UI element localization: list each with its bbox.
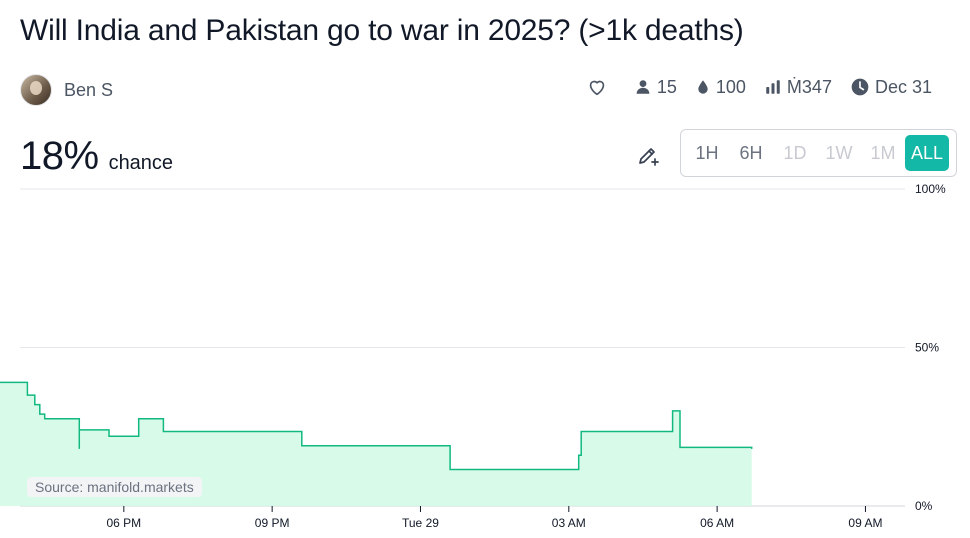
close-date: Dec 31 (874, 76, 932, 97)
y-tick-label-50: 50% (915, 341, 939, 355)
avatar[interactable] (20, 74, 52, 106)
range-button-all[interactable]: ALL (905, 135, 949, 171)
meta-row: Ben S 15 100 Ṁ347 (20, 74, 932, 110)
user-icon (636, 80, 650, 94)
volume-amount: Ṁ347 (786, 76, 832, 97)
edit-chart-button[interactable] (636, 143, 660, 167)
liquidity-amount: 100 (715, 76, 746, 97)
traders-count: 15 (656, 76, 677, 97)
range-button-6h[interactable]: 6H (739, 142, 763, 163)
volume-stat[interactable]: Ṁ347 (764, 77, 832, 98)
author-name[interactable]: Ben S (64, 79, 114, 100)
liquidity-stat[interactable]: 100 (695, 77, 746, 98)
x-tick-label-1: 09 PM (255, 516, 290, 530)
range-button-1m[interactable]: 1M (870, 142, 896, 163)
probability-display: 18% chance (20, 134, 173, 179)
close-date-stat[interactable]: Dec 31 (850, 77, 932, 98)
author[interactable]: Ben S (20, 74, 113, 106)
y-tick-label-0: 0% (915, 499, 933, 513)
x-tick-label-5: 09 AM (848, 516, 882, 530)
range-button-1d[interactable]: 1D (783, 142, 807, 163)
x-tick-label-0: 06 PM (106, 516, 141, 530)
like-button[interactable] (586, 76, 608, 98)
x-tick-label-2: Tue 29 (402, 516, 439, 530)
chart-svg: 100% 50% 0% 06 PM 09 PM Tue 29 03 AM 06 AM 09 AM (0, 182, 946, 530)
market-stats: 15 100 Ṁ347 Dec 31 (586, 76, 932, 98)
probability-label: chance (108, 152, 174, 174)
probability-area (0, 382, 752, 506)
range-button-1w[interactable]: 1W (825, 142, 853, 163)
probability-chart: 100% 50% 0% 06 PM 09 PM Tue 29 03 AM 06 AM 09 AM… (0, 180, 970, 538)
bar-chart-icon (766, 80, 780, 94)
page-title: Will India and Pakistan go to war in 202… (20, 14, 744, 47)
traders-stat[interactable]: 15 (634, 77, 677, 98)
x-tick-label-3: 03 AM (552, 516, 586, 530)
droplet-icon (698, 80, 708, 94)
clock-icon (851, 78, 869, 96)
y-tick-label-100: 100% (915, 182, 946, 196)
pencil-plus-icon (639, 148, 659, 166)
range-button-1h[interactable]: 1H (695, 142, 719, 163)
time-range-selector: 1H 6H 1D 1W 1M ALL (680, 129, 957, 177)
heart-icon (589, 80, 605, 96)
x-tick-label-4: 06 AM (700, 516, 734, 530)
source-label: Source: manifold.markets (27, 477, 202, 497)
probability-value: 18% (20, 134, 99, 178)
probability-line (0, 381, 753, 471)
